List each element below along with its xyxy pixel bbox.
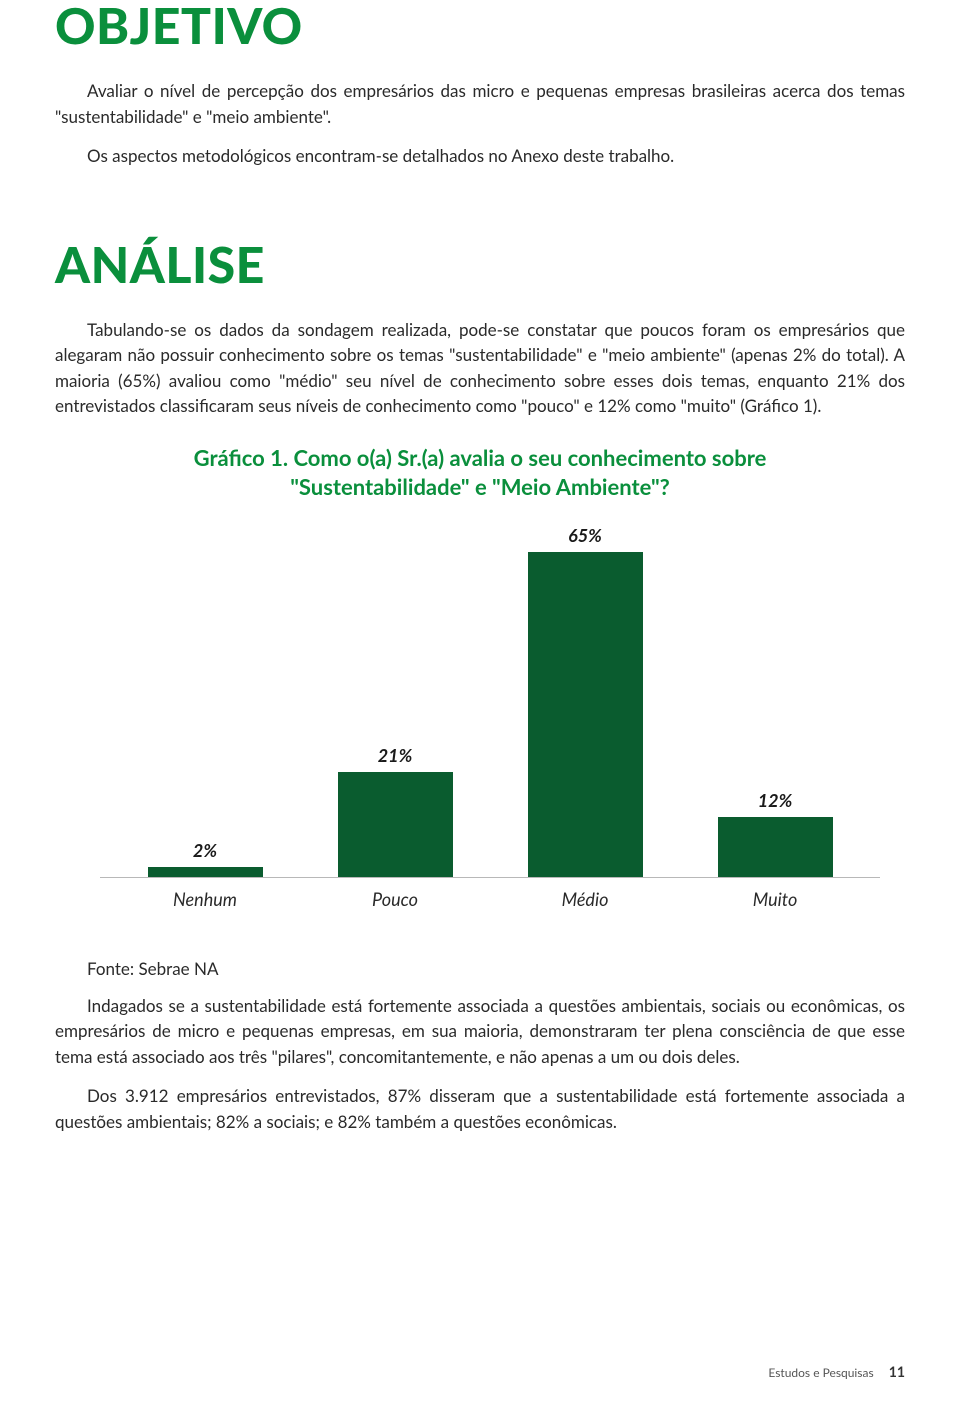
objetivo-heading: OBJETIVO: [55, 0, 905, 50]
chart-plot-area: 2% 21% 65% 12%: [100, 528, 880, 878]
chart-source: Fonte: Sebrae NA: [87, 958, 905, 979]
analise-p1: Tabulando-se os dados da sondagem realiz…: [55, 317, 905, 419]
bar-col-nenhum: 2%: [130, 839, 280, 877]
bar-col-muito: 12%: [700, 789, 850, 877]
bar-label: Médio: [510, 888, 660, 910]
bar-col-pouco: 21%: [320, 744, 470, 877]
analise-section: ANÁLISE Tabulando-se os dados da sondage…: [55, 239, 905, 1135]
objetivo-section: OBJETIVO Avaliar o nível de percepção do…: [55, 0, 905, 169]
bar-col-medio: 65%: [510, 524, 660, 877]
bar-value: 21%: [378, 744, 413, 766]
analise-p2: Indagados se a sustentabilidade está for…: [55, 993, 905, 1070]
bar-rect: [148, 867, 263, 877]
bar-value: 2%: [193, 839, 217, 861]
chart-container: 2% 21% 65% 12% Nenhum Pouco Médio Muito: [55, 528, 905, 938]
objetivo-p1: Avaliar o nível de percepção dos empresá…: [55, 78, 905, 129]
chart-labels-row: Nenhum Pouco Médio Muito: [100, 878, 880, 910]
page-footer: Estudos e Pesquisas 11: [768, 1363, 905, 1380]
analise-heading: ANÁLISE: [55, 239, 905, 289]
bar-label: Pouco: [320, 888, 470, 910]
page-number: 11: [889, 1363, 905, 1380]
bar-label: Muito: [700, 888, 850, 910]
analise-p3: Dos 3.912 empresários entrevistados, 87%…: [55, 1083, 905, 1134]
objetivo-p2: Os aspectos metodológicos encontram-se d…: [55, 143, 905, 169]
bar-rect: [718, 817, 833, 877]
bar-value: 12%: [758, 789, 793, 811]
chart-title: Gráfico 1. Como o(a) Sr.(a) avalia o seu…: [55, 443, 905, 502]
bar-label: Nenhum: [130, 888, 280, 910]
bar-rect: [338, 772, 453, 877]
footer-text: Estudos e Pesquisas: [768, 1365, 873, 1380]
bar-rect: [528, 552, 643, 877]
bar-value: 65%: [568, 524, 602, 546]
